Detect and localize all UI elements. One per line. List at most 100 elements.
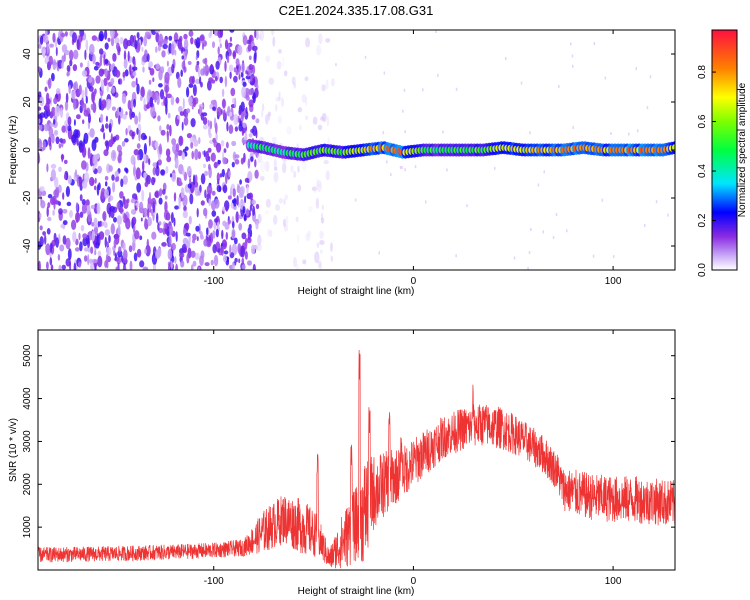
noise-cell bbox=[93, 217, 98, 228]
noise-cell bbox=[89, 176, 95, 187]
noise-cell bbox=[213, 254, 219, 267]
noise-cell bbox=[114, 37, 120, 45]
noise-cell bbox=[325, 79, 329, 90]
noise-cell bbox=[45, 102, 50, 111]
noise-cell bbox=[50, 163, 57, 169]
noise-cell bbox=[55, 88, 61, 95]
noise-cell bbox=[48, 55, 53, 66]
x-tick-label: -100 bbox=[204, 276, 224, 287]
noise-cell bbox=[175, 97, 180, 104]
noise-cell bbox=[76, 114, 81, 120]
noise-cell bbox=[61, 153, 64, 163]
noise-cell bbox=[107, 37, 111, 42]
noise-cell bbox=[214, 76, 218, 82]
noise-cell bbox=[175, 231, 178, 242]
noise-cell bbox=[382, 131, 384, 135]
noise-cell bbox=[537, 183, 540, 187]
noise-cell bbox=[187, 61, 192, 65]
snr-y-label: SNR (10 * v/v) bbox=[8, 418, 19, 482]
noise-cell bbox=[302, 259, 307, 265]
noise-cell bbox=[244, 251, 248, 260]
noise-cell bbox=[39, 212, 42, 219]
noise-cell bbox=[184, 151, 188, 157]
noise-cell bbox=[364, 55, 367, 59]
noise-cell bbox=[180, 260, 185, 268]
noise-cell bbox=[188, 83, 194, 88]
noise-cell bbox=[83, 132, 89, 144]
noise-cell bbox=[208, 163, 211, 171]
noise-cell bbox=[494, 166, 496, 170]
noise-cell bbox=[179, 111, 185, 116]
noise-cell bbox=[235, 211, 239, 224]
noise-cell bbox=[217, 221, 220, 232]
noise-cell bbox=[319, 230, 324, 239]
noise-cell bbox=[260, 160, 266, 173]
noise-cell bbox=[39, 35, 44, 45]
noise-cell bbox=[319, 249, 323, 254]
noise-cell bbox=[239, 186, 244, 198]
noise-cell bbox=[162, 38, 168, 45]
noise-cell bbox=[246, 95, 250, 101]
noise-cell bbox=[156, 161, 159, 169]
noise-cell bbox=[170, 212, 174, 224]
noise-cell bbox=[231, 243, 238, 256]
noise-cell bbox=[122, 175, 128, 185]
noise-cell bbox=[318, 33, 323, 45]
noise-cell bbox=[216, 172, 220, 183]
noise-cell bbox=[383, 71, 386, 75]
noise-cell bbox=[325, 170, 330, 181]
noise-cell bbox=[116, 42, 120, 51]
noise-cell bbox=[131, 80, 136, 88]
y-tick-label: 3000 bbox=[22, 430, 33, 453]
colorbar-tick-label: 0.4 bbox=[697, 164, 708, 178]
noise-cell bbox=[104, 68, 108, 78]
noise-cell bbox=[283, 218, 286, 228]
noise-cell bbox=[78, 232, 81, 241]
noise-cell bbox=[190, 141, 194, 149]
noise-cell bbox=[210, 99, 217, 105]
noise-cell bbox=[141, 46, 144, 52]
noise-cell bbox=[92, 165, 95, 171]
noise-cell bbox=[255, 220, 259, 230]
noise-cell bbox=[159, 125, 162, 132]
noise-cell bbox=[192, 84, 197, 97]
noise-cell bbox=[505, 57, 507, 60]
noise-cell bbox=[138, 129, 141, 142]
noise-cell bbox=[205, 150, 210, 163]
noise-cell bbox=[178, 197, 181, 210]
noise-cell bbox=[231, 229, 236, 239]
noise-cell bbox=[566, 229, 568, 233]
noise-cell bbox=[183, 48, 188, 61]
noise-cell bbox=[242, 81, 247, 87]
noise-cell bbox=[247, 260, 252, 266]
noise-cell bbox=[140, 217, 143, 222]
noise-cell bbox=[316, 180, 322, 192]
noise-cell bbox=[192, 97, 197, 108]
noise-cell bbox=[46, 261, 49, 270]
noise-cell bbox=[84, 49, 87, 60]
noise-cell bbox=[118, 246, 122, 253]
noise-cell bbox=[81, 199, 86, 205]
noise-cell bbox=[646, 106, 649, 110]
noise-cell bbox=[317, 260, 322, 269]
colorbar-ticks: 0.0 0.2 0.4 0.6 0.8 bbox=[697, 65, 716, 277]
ridge-cell bbox=[672, 144, 675, 152]
noise-cell bbox=[390, 173, 392, 177]
noise-cell bbox=[39, 236, 44, 247]
noise-cell bbox=[214, 218, 219, 223]
noise-cell bbox=[76, 39, 80, 50]
noise-cell bbox=[241, 264, 246, 270]
noise-cell bbox=[42, 34, 49, 44]
noise-cell bbox=[558, 85, 560, 88]
noise-cell bbox=[47, 202, 51, 208]
noise-cell bbox=[50, 264, 54, 270]
noise-cell bbox=[67, 175, 72, 185]
noise-cell bbox=[248, 192, 254, 200]
noise-cell bbox=[73, 82, 77, 91]
noise-cell bbox=[604, 76, 607, 80]
noise-cell bbox=[212, 41, 215, 49]
noise-cell bbox=[316, 44, 322, 56]
noise-cell bbox=[131, 131, 135, 140]
noise-cell bbox=[301, 159, 307, 171]
noise-cell bbox=[244, 177, 250, 183]
